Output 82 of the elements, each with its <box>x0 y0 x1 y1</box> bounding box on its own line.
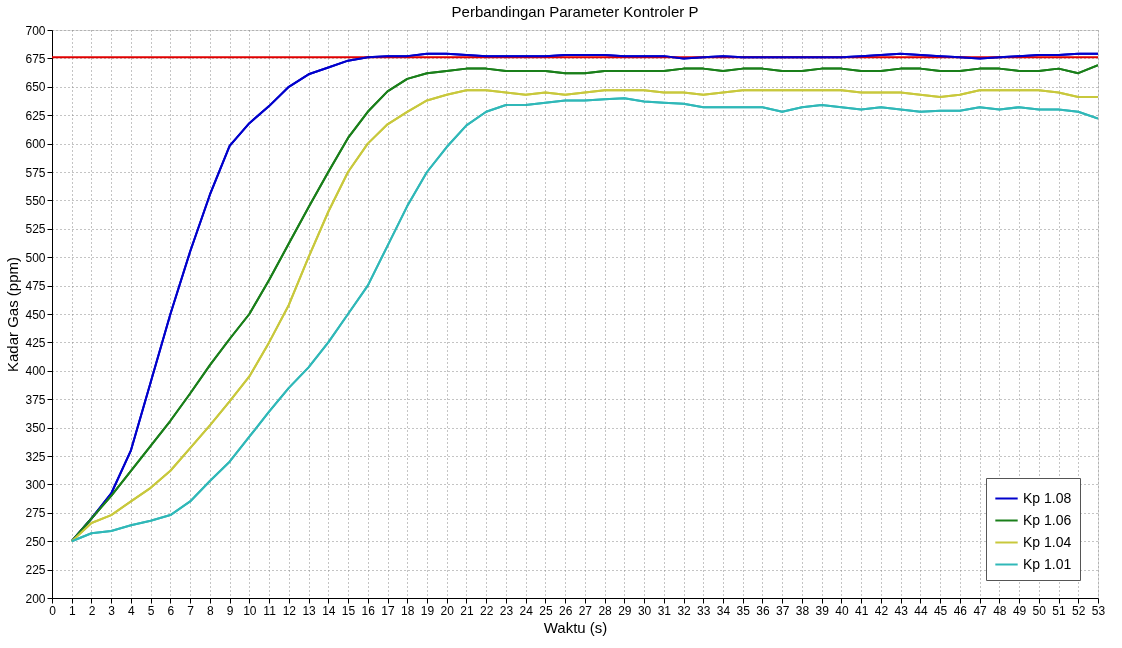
chart-title: Perbandingan Parameter Kontroler P <box>451 3 699 20</box>
legend-label: Kp 1.08 <box>1023 489 1072 506</box>
x-tick-label: 26 <box>558 603 573 618</box>
x-tick-label: 43 <box>894 603 909 618</box>
x-tick-label: 38 <box>795 603 810 618</box>
x-tick-label: 51 <box>1052 603 1067 618</box>
x-tick-label: 27 <box>578 603 593 618</box>
x-tick-label: 22 <box>480 603 494 618</box>
y-tick-label: 625 <box>25 108 46 123</box>
x-tick-label: 9 <box>226 603 234 618</box>
x-tick-label: 40 <box>835 603 849 618</box>
y-tick-label: 225 <box>25 563 46 578</box>
x-tick-label: 39 <box>815 603 830 618</box>
x-tick-label: 36 <box>756 603 770 618</box>
x-tick-label: 24 <box>519 603 534 618</box>
x-tick-label: 17 <box>381 603 395 618</box>
y-tick-label: 250 <box>25 534 46 549</box>
x-tick-label: 44 <box>914 603 928 618</box>
y-tick-label: 400 <box>25 364 46 379</box>
y-tick-label: 600 <box>25 137 46 152</box>
y-tick-label: 275 <box>25 506 46 521</box>
x-tick-label: 34 <box>716 603 731 618</box>
y-tick-label: 550 <box>25 193 46 208</box>
x-tick-label: 45 <box>933 603 948 618</box>
x-tick-label: 33 <box>697 603 711 618</box>
x-tick-label: 29 <box>618 603 632 618</box>
x-tick-label: 19 <box>420 603 435 618</box>
y-tick-label: 375 <box>25 392 46 407</box>
x-tick-label: 48 <box>993 603 1007 618</box>
y-tick-label: 675 <box>25 51 46 66</box>
x-tick-label: 25 <box>539 603 553 618</box>
x-tick-label: 21 <box>460 603 474 618</box>
x-tick-label: 31 <box>657 603 672 618</box>
y-tick-label: 500 <box>25 250 46 265</box>
y-tick-label: 300 <box>25 477 46 492</box>
x-tick-label: 20 <box>440 603 455 618</box>
x-tick-label: 41 <box>854 603 869 618</box>
x-tick-label: 12 <box>282 603 297 618</box>
y-tick-label: 425 <box>25 335 46 350</box>
x-tick-label: 4 <box>128 603 136 618</box>
x-tick-label: 18 <box>401 603 415 618</box>
y-tick-label: 700 <box>25 23 46 38</box>
x-tick-label: 28 <box>598 603 613 618</box>
x-tick-label: 52 <box>1072 603 1086 618</box>
x-tick-label: 50 <box>1032 603 1047 618</box>
x-tick-label: 30 <box>637 603 652 618</box>
y-tick-label: 200 <box>25 591 46 606</box>
x-tick-label: 13 <box>302 603 317 618</box>
y-tick-label: 325 <box>25 449 46 464</box>
y-tick-label: 450 <box>25 307 46 322</box>
x-tick-label: 47 <box>973 603 988 618</box>
x-tick-label: 7 <box>187 603 195 618</box>
legend-label: Kp 1.01 <box>1023 555 1072 572</box>
x-tick-label: 46 <box>953 603 968 618</box>
x-tick-label: 5 <box>147 603 155 618</box>
x-tick-label: 35 <box>736 603 751 618</box>
x-tick-label: 16 <box>361 603 376 618</box>
x-tick-label: 37 <box>776 603 790 618</box>
legend-label: Kp 1.06 <box>1023 511 1072 528</box>
y-tick-label: 525 <box>25 222 46 237</box>
x-tick-label: 23 <box>499 603 514 618</box>
x-tick-label: 15 <box>341 603 356 618</box>
x-tick-label: 8 <box>207 603 215 618</box>
y-axis-title: Kadar Gas (ppm) <box>4 256 22 373</box>
x-tick-label: 49 <box>1012 603 1027 618</box>
y-tick-label: 350 <box>25 421 46 436</box>
y-tick-label: 575 <box>25 165 46 180</box>
x-tick-label: 53 <box>1091 603 1106 618</box>
x-tick-label: 14 <box>322 603 336 618</box>
x-tick-label: 32 <box>677 603 692 618</box>
y-tick-label: 650 <box>25 80 46 95</box>
x-tick-label: 1 <box>68 603 76 618</box>
x-axis-title: Waktu (s) <box>543 618 608 636</box>
x-tick-label: 2 <box>88 603 96 618</box>
x-tick-label: 0 <box>49 603 57 618</box>
legend-label: Kp 1.04 <box>1023 533 1072 550</box>
x-tick-label: 11 <box>263 603 277 618</box>
y-tick-label: 475 <box>25 279 46 294</box>
x-tick-label: 3 <box>108 603 116 618</box>
x-tick-label: 42 <box>874 603 889 618</box>
x-tick-label: 10 <box>243 603 257 618</box>
x-tick-label: 6 <box>167 603 175 618</box>
